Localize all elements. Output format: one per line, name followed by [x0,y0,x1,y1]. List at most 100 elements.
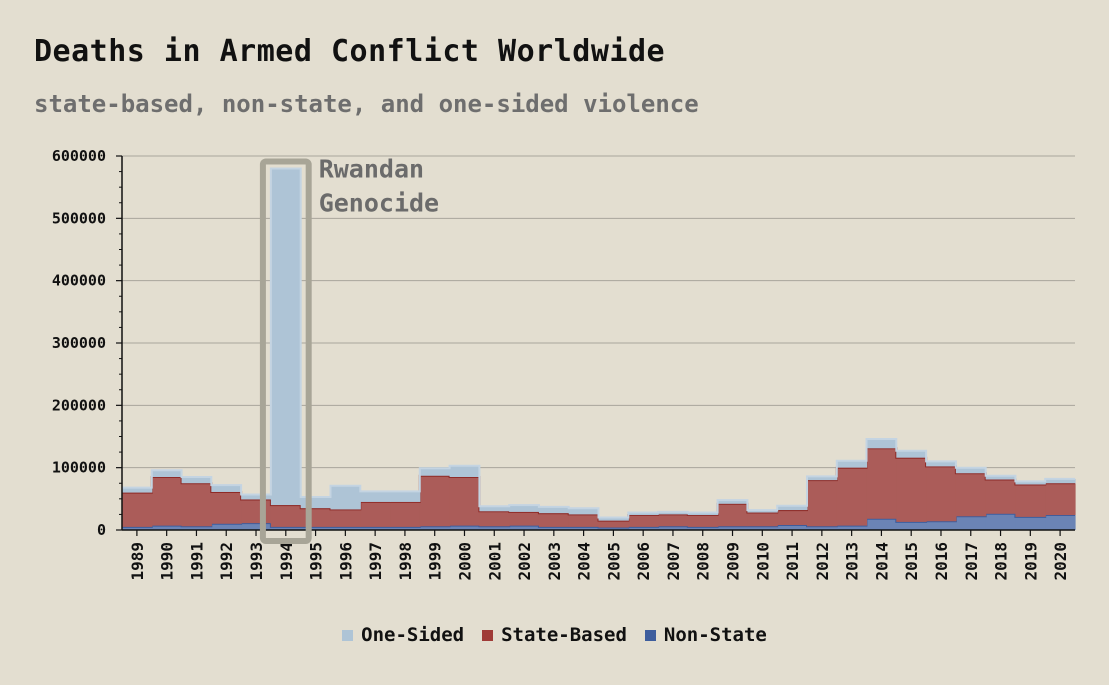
area-non-state-1999 [419,526,451,530]
area-one-sided-1989 [122,487,153,493]
area-state-based-1992 [211,491,242,524]
area-non-state-2012 [806,526,838,530]
x-tick-label-2003: 2003 [545,542,564,581]
area-one-sided-2007 [658,511,689,515]
area-one-sided-2000 [449,465,480,478]
area-one-sided-2011 [777,505,808,511]
x-tick-label-1994: 1994 [277,542,296,581]
area-non-state-2004 [568,526,600,530]
area-non-state-1997 [360,526,391,530]
area-one-sided-2017 [955,467,987,474]
x-tick-label-1991: 1991 [188,542,207,581]
legend-swatch-state-based [482,629,494,641]
area-non-state-2003 [538,526,570,530]
annotation-text-line: Genocide [319,188,439,217]
area-state-based-2004 [568,514,600,527]
area-one-sided-2013 [836,460,868,468]
area-state-based-2001 [479,511,510,527]
x-tick-label-2001: 2001 [485,542,504,581]
x-tick-label-1995: 1995 [307,542,326,581]
area-one-sided-2012 [806,476,838,481]
x-tick-label-1990: 1990 [158,542,177,581]
area-non-state-2013 [836,525,868,530]
chart-subtitle: state-based, non-state, and one-sided vi… [34,90,699,118]
area-one-sided-1995 [300,496,332,509]
area-state-based-2017 [955,473,987,517]
area-non-state-2001 [479,526,510,530]
area-one-sided-1998 [390,491,421,502]
area-state-based-2005 [598,520,629,528]
x-tick-label-2011: 2011 [783,542,802,581]
area-one-sided-2009 [717,500,749,504]
area-one-sided-1990 [151,470,183,478]
area-state-based-2008 [687,515,719,527]
area-one-sided-2014 [866,438,897,449]
area-state-based-2018 [985,479,1017,514]
area-state-based-2007 [658,514,689,527]
area-non-state-1992 [211,523,242,530]
area-state-based-1996 [330,509,361,527]
conflict-deaths-chart: 0 100000 200000 300000 400000 500000 600000 198… [52,147,1076,581]
x-tick-label-1997: 1997 [366,542,385,581]
area-state-based-2020 [1045,483,1076,516]
x-tick-label-2009: 2009 [724,542,743,581]
area-state-based-2016 [926,466,957,522]
area-non-state-2005 [598,527,629,530]
x-tick-label-1998: 1998 [396,542,415,581]
x-tick-label-2012: 2012 [813,542,832,581]
legend-item-non-state: Non-State [644,624,767,646]
legend-swatch-one-sided [342,629,354,641]
area-non-state-1993 [241,523,272,530]
y-tick-label-100000: 100000 [52,459,106,477]
x-tick-label-2005: 2005 [604,542,623,581]
area-state-based-1997 [360,501,391,527]
area-one-sided-1991 [181,477,212,484]
area-state-based-2000 [449,477,480,526]
area-one-sided-2019 [1015,481,1046,485]
area-one-sided-2006 [628,512,659,516]
area-one-sided-2001 [479,506,510,512]
area-non-state-2018 [985,513,1017,530]
area-non-state-2010 [747,526,778,530]
x-tick-label-2006: 2006 [634,542,653,581]
area-non-state-2000 [449,525,480,530]
area-one-sided-2020 [1045,478,1076,484]
y-tick-label-500000: 500000 [52,209,106,227]
y-tick-label-600000: 600000 [52,147,106,165]
area-state-based-2011 [777,510,808,526]
x-tick-label-2000: 2000 [456,542,475,581]
area-one-sided-1999 [419,468,451,476]
area-state-based-2013 [836,467,868,526]
area-state-based-2003 [538,513,570,527]
x-tick-label-2007: 2007 [664,542,683,581]
annotation-text-line: Rwandan [319,154,424,183]
y-tick-label-0: 0 [97,521,106,539]
legend-label-one-sided: One-Sided [361,624,465,646]
area-non-state-1994 [270,526,302,530]
area-non-state-2015 [896,521,927,530]
area-one-sided-2016 [926,461,957,467]
y-tick-label-400000: 400000 [52,272,106,290]
area-one-sided-2004 [568,508,600,515]
area-one-sided-2005 [598,517,629,521]
x-tick-label-1992: 1992 [217,542,236,581]
legend-swatch-non-state [644,629,656,641]
area-non-state-1995 [300,526,332,530]
x-tick-label-2004: 2004 [575,542,594,581]
area-one-sided-1996 [330,485,361,510]
legend-item-one-sided: One-Sided [342,624,464,646]
area-state-based-2015 [896,457,927,522]
x-tick-label-1993: 1993 [247,542,266,581]
area-state-based-2014 [866,448,897,519]
x-tick-label-2016: 2016 [932,542,951,581]
area-state-based-2009 [717,503,749,527]
x-tick-label-2002: 2002 [515,542,534,581]
area-state-based-1995 [300,508,332,527]
area-non-state-2019 [1015,516,1046,530]
x-tick-label-2020: 2020 [1051,542,1070,581]
area-state-based-1994 [270,505,302,527]
x-tick-label-2018: 2018 [992,542,1011,581]
area-non-state-2002 [509,525,540,530]
x-tick-label-2008: 2008 [694,542,713,581]
area-state-based-1998 [390,501,421,527]
